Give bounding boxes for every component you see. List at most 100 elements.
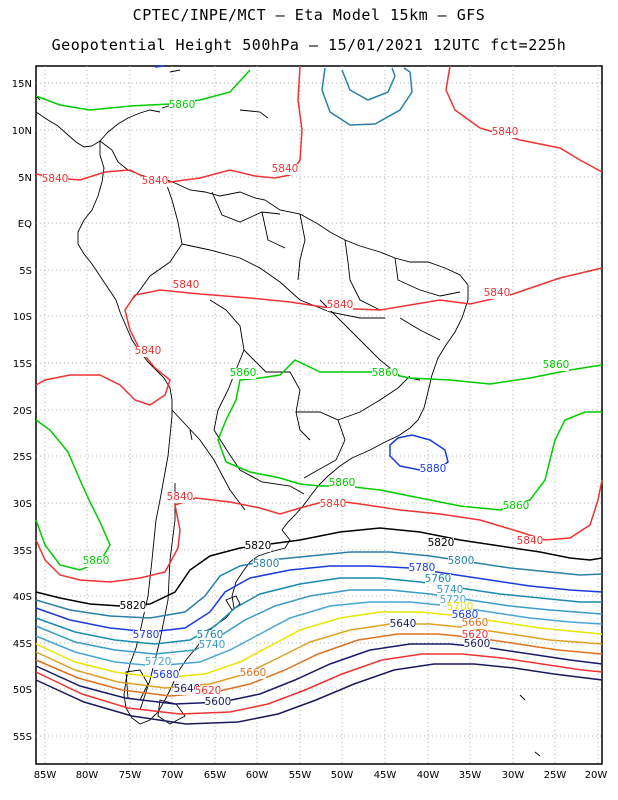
contour-label-bg xyxy=(390,619,416,630)
contour-label: 5800 xyxy=(253,558,280,570)
contour-label: 5860 xyxy=(230,367,257,379)
lat-label: 30S xyxy=(13,499,32,510)
lon-label: 25W xyxy=(544,770,567,781)
lat-label: 15N xyxy=(12,79,32,90)
contour-label-bg xyxy=(240,668,266,679)
contour-label: 5860 xyxy=(503,500,530,512)
contour-label-bg xyxy=(409,563,435,574)
lon-label: 75W xyxy=(119,770,142,781)
contour-label-bg xyxy=(327,300,353,311)
contour-label: 5840 xyxy=(167,491,194,503)
contour-label: 5860 xyxy=(329,477,356,489)
contour-label: 5840 xyxy=(517,535,544,547)
contour-label-bg xyxy=(135,346,161,357)
contour-5680 xyxy=(35,623,603,689)
contour-label-bg xyxy=(167,492,193,503)
lat-label: 15S xyxy=(13,359,32,370)
contour-label: 5620 xyxy=(462,629,489,641)
lon-label: 20W xyxy=(585,770,608,781)
contour-label-bg xyxy=(462,618,488,629)
contour-5880-north xyxy=(321,67,413,126)
lat-label: 5S xyxy=(19,266,32,277)
lat-label: 50S xyxy=(13,685,32,696)
contour-5760 xyxy=(35,577,602,645)
contour-label-bg xyxy=(464,639,490,650)
contour-label: 5840 xyxy=(327,299,354,311)
contour-label: 5840 xyxy=(135,345,162,357)
contour-label: 5600 xyxy=(205,696,232,708)
contour-label-bg xyxy=(133,630,159,641)
contour-5880-south xyxy=(389,434,449,471)
contour-top-blue xyxy=(154,65,165,68)
map-subtitle: Geopotential Height 500hPa – 15/01/2021 … xyxy=(51,36,567,54)
contour-label: 5840 xyxy=(484,287,511,299)
contour-label-bg xyxy=(42,174,68,185)
contour-label: 5820 xyxy=(245,540,272,552)
contour-label: 5880 xyxy=(420,463,447,475)
lat-label: 55S xyxy=(13,732,32,743)
contour-5640 xyxy=(35,643,603,705)
contour-label: 5800 xyxy=(448,555,475,567)
contour-label: 5780 xyxy=(133,629,160,641)
lon-label: 85W xyxy=(34,770,57,781)
contour-5660 xyxy=(35,633,603,697)
lat-label: 20S xyxy=(13,406,32,417)
lat-label: 10S xyxy=(13,312,32,323)
lat-label: EQ xyxy=(18,219,32,230)
contour-5740 xyxy=(35,589,603,655)
contour-label-bg xyxy=(195,686,221,697)
contour-5860-mid xyxy=(217,359,603,511)
contour-5900-north xyxy=(341,67,396,101)
contour-label-bg xyxy=(153,670,179,681)
lon-label: 60W xyxy=(246,770,269,781)
contour-label-bg xyxy=(517,536,543,547)
latitude-labels: 15N 10N 5N EQ 5S 10S 15S 20S 25S 30S 35S 40S 45S 50S 5… xyxy=(12,79,32,743)
contour-label: 5680 xyxy=(153,669,180,681)
contour-label-bg xyxy=(83,556,109,567)
contour-label-bg xyxy=(372,368,398,379)
contour-label: 5820 xyxy=(428,537,455,549)
contour-label: 5780 xyxy=(409,562,436,574)
contour-label: 5840 xyxy=(142,175,169,187)
lon-label: 80W xyxy=(76,770,99,781)
contour-label-bg xyxy=(543,360,569,371)
contour-label: 5860 xyxy=(372,367,399,379)
contour-label: 5840 xyxy=(173,279,200,291)
longitude-labels: 85W 80W 75W 70W 65W 60W 55W 50W 45W 40W 35W 30W 25W 2… xyxy=(34,770,608,781)
coastlines xyxy=(35,69,541,757)
contour-label: 5640 xyxy=(174,683,201,695)
contour-label: 5640 xyxy=(390,618,417,630)
contour-label-bg xyxy=(320,499,346,510)
lat-label: 25S xyxy=(13,452,32,463)
contour-label-bg xyxy=(253,559,279,570)
contour-label-bg xyxy=(440,595,466,606)
lat-label: 45S xyxy=(13,639,32,650)
contour-value-labels: 5860 5840 5840 5840 5840 5840 5840 5840 5840 5860… xyxy=(42,99,570,708)
lat-label: 35S xyxy=(13,546,32,557)
contour-5600 xyxy=(35,663,603,725)
lat-label: 40S xyxy=(13,592,32,603)
contour-label-bg xyxy=(452,610,478,621)
contour-label: 5860 xyxy=(543,359,570,371)
lat-label: 5N xyxy=(18,173,32,184)
contour-label-bg xyxy=(420,464,446,475)
contour-label: 5860 xyxy=(169,99,196,111)
contour-label: 5840 xyxy=(320,498,347,510)
contour-label-bg xyxy=(437,585,463,596)
contour-5840-north xyxy=(35,65,303,183)
contour-label-bg xyxy=(272,164,298,175)
contour-label-bg xyxy=(329,478,355,489)
contour-label-bg xyxy=(205,697,231,708)
contour-label-bg xyxy=(448,556,474,567)
contour-label: 5840 xyxy=(272,163,299,175)
contour-label-bg xyxy=(503,501,529,512)
contour-label: 5720 xyxy=(145,656,172,668)
contour-label-bg xyxy=(230,368,256,379)
lon-label: 40W xyxy=(417,770,440,781)
lon-label: 35W xyxy=(459,770,482,781)
contour-5700 xyxy=(35,611,603,679)
contour-label: 5760 xyxy=(197,629,224,641)
contour-label: 5660 xyxy=(462,617,489,629)
contour-label: 5740 xyxy=(437,584,464,596)
contour-5720 xyxy=(35,601,603,667)
